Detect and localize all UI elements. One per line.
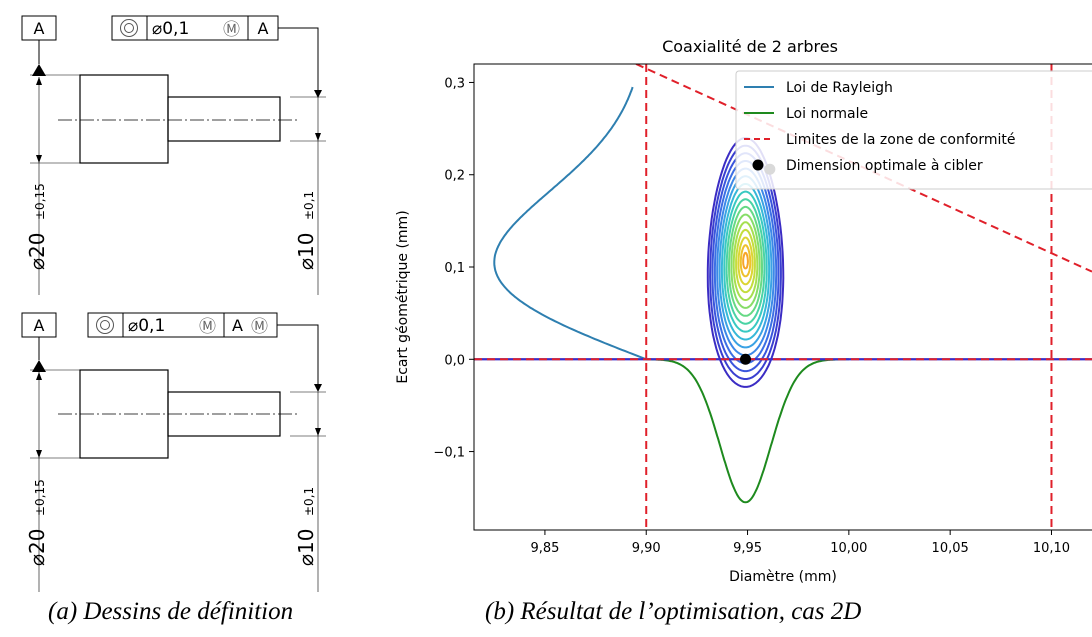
- contour-level: [720, 183, 771, 341]
- fcf-datum-modifier: Ⓜ: [251, 317, 268, 337]
- y-tick-label: −0,1: [433, 446, 465, 461]
- datum-label: A: [34, 316, 45, 335]
- x-tick-label: 10,00: [830, 541, 867, 556]
- dim-large-top: ⌀20 ±0,15: [25, 183, 49, 270]
- dim-large-bottom: ⌀20 ±0,15: [25, 479, 49, 566]
- legend-label: Limites de la zone de conformité: [786, 132, 1016, 148]
- contour-level: [735, 228, 756, 294]
- y-tick-label: 0,2: [444, 169, 465, 184]
- contour-level: [728, 205, 763, 317]
- fcf-modifier: Ⓜ: [199, 317, 216, 337]
- concentricity-icon: [120, 19, 138, 37]
- fcf-modifier: Ⓜ: [223, 20, 240, 40]
- y-axis-label: Ecart géométrique (mm): [395, 210, 411, 383]
- contour-level: [730, 213, 761, 309]
- x-tick-label: 10,10: [1033, 541, 1070, 556]
- datum-triangle: [32, 64, 46, 76]
- datum-triangle: [32, 360, 46, 372]
- optimisation-chart-panel: Coaxialité de 2 arbres 9,85 9,90 9,95 10,00…: [370, 0, 1092, 637]
- legend: Loi de Rayleigh Loi normale Limites de la …: [735, 70, 1092, 190]
- contour-level: [742, 251, 749, 270]
- x-tick-label: 10,05: [932, 541, 969, 556]
- feature-control-frame: ⌀0,1 Ⓜ A: [111, 15, 279, 41]
- x-tick-label: 9,85: [530, 541, 559, 556]
- rayleigh-curve: [493, 86, 647, 361]
- technical-drawing: A ⌀0,1 Ⓜ A: [21, 15, 326, 592]
- dim-small-bottom: ⌀10 ±0,1: [294, 487, 318, 566]
- svg-text:±0,15: ±0,15: [33, 183, 47, 220]
- y-tick-label: 0,1: [444, 261, 465, 276]
- svg-text:±0,15: ±0,15: [33, 479, 47, 516]
- svg-text:⌀10: ⌀10: [294, 529, 318, 567]
- caption-left: (a) Dessins de définition: [48, 598, 294, 625]
- legend-label: Loi normale: [786, 106, 868, 122]
- caption-right: (b) Résultat de l’optimisation, cas 2D: [485, 598, 862, 625]
- fcf-tolerance: ⌀0,1: [128, 316, 165, 336]
- contour-level: [739, 244, 752, 278]
- dim-small-top: ⌀10 ±0,1: [294, 191, 318, 270]
- contour-level: [723, 190, 768, 333]
- contour-level: [737, 236, 754, 286]
- optimal-point: [740, 353, 752, 365]
- legend-label: Loi de Rayleigh: [786, 80, 893, 96]
- contour-level: [732, 221, 759, 301]
- concentricity-icon: [96, 316, 114, 334]
- axes-layer: 9,85 9,90 9,95 10,00 10,05 10,10 −0,1 0,0 0,1 0,2…: [433, 63, 1092, 556]
- x-tick-label: 9,90: [632, 541, 661, 556]
- coaxiality-chart: Coaxialité de 2 arbres 9,85 9,90 9,95 10,00…: [395, 37, 1092, 585]
- datum-label: A: [34, 19, 45, 38]
- chart-title: Coaxialité de 2 arbres: [662, 37, 838, 56]
- normal-curve: [646, 358, 849, 504]
- definition-drawings: A ⌀0,1 Ⓜ A: [0, 0, 370, 637]
- svg-text:±0,1: ±0,1: [302, 191, 316, 220]
- drawing-bottom: A ⌀0,1 Ⓜ A Ⓜ: [21, 312, 326, 592]
- x-tick-label: 9,95: [733, 541, 762, 556]
- fcf-datum: A: [258, 19, 269, 38]
- plot-frame: [473, 63, 1092, 531]
- svg-text:±0,1: ±0,1: [302, 487, 316, 516]
- svg-text:⌀10: ⌀10: [294, 233, 318, 271]
- legend-marker: [752, 159, 764, 171]
- y-tick-label: 0,3: [444, 76, 465, 91]
- fcf-datum: A: [232, 316, 243, 335]
- legend-label: Dimension optimale à cibler: [786, 158, 983, 174]
- fcf-tolerance: ⌀0,1: [152, 19, 189, 39]
- svg-text:⌀20: ⌀20: [25, 529, 49, 567]
- drawing-top: A ⌀0,1 Ⓜ A: [21, 15, 326, 295]
- feature-control-frame: ⌀0,1 Ⓜ A Ⓜ: [87, 312, 278, 338]
- shaft-top: [58, 74, 300, 164]
- svg-text:⌀20: ⌀20: [25, 233, 49, 271]
- y-tick-label: 0,0: [444, 353, 465, 368]
- legend-box: [735, 70, 1092, 190]
- x-axis-label: Diamètre (mm): [729, 569, 837, 585]
- contour-level: [725, 198, 766, 325]
- shaft-bottom: [58, 369, 300, 459]
